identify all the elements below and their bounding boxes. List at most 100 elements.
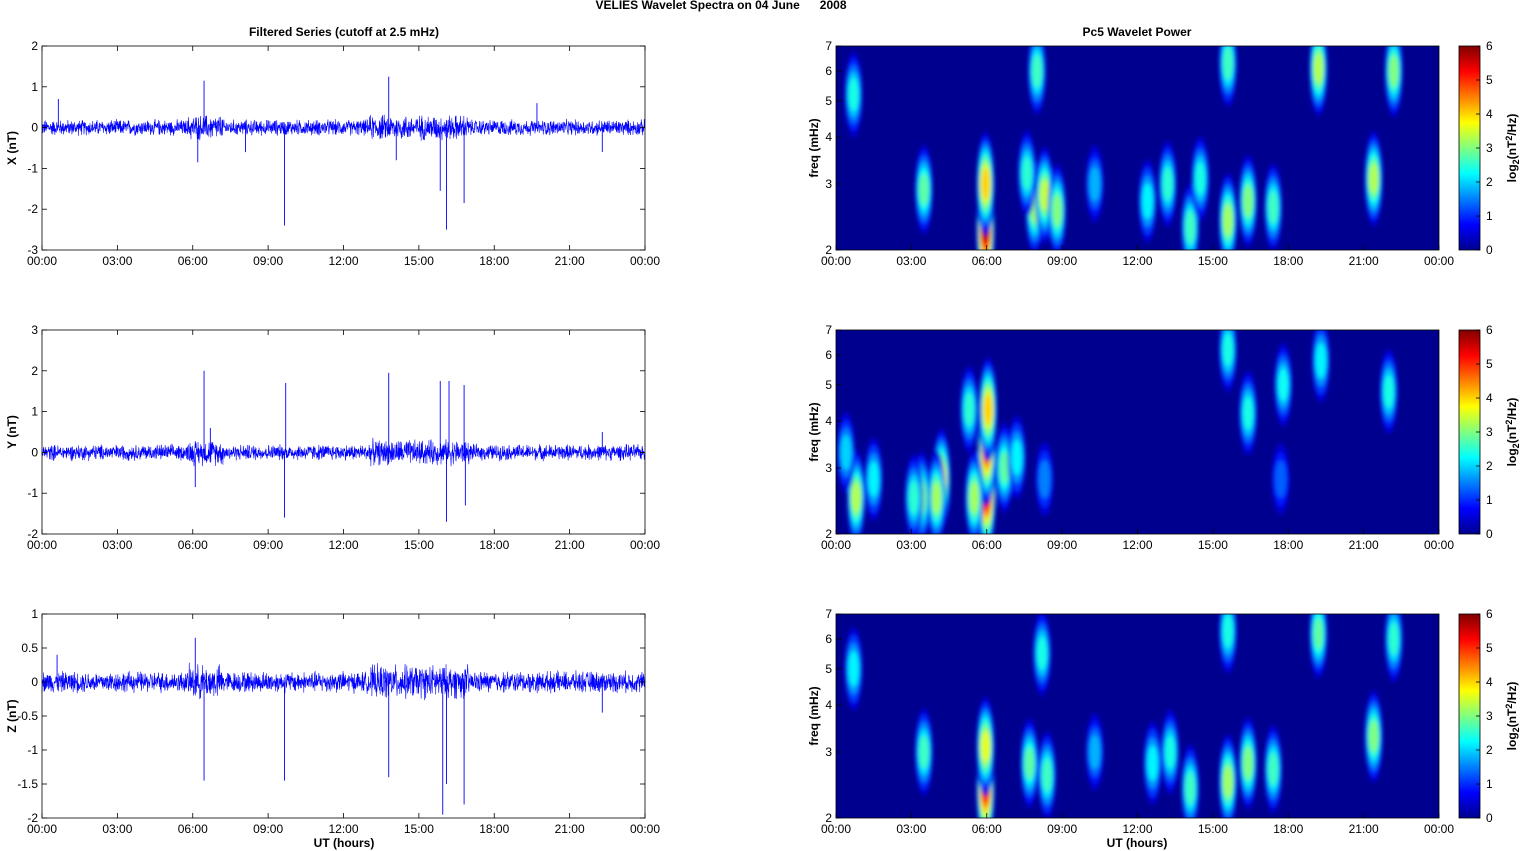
y-tick-label-4: 3 <box>825 745 832 759</box>
heatmap-blob-14 <box>1038 460 1051 499</box>
heatmap-blob-2 <box>918 735 929 769</box>
x-tick-label-0: 00:00 <box>821 822 851 836</box>
colorbar-tick-label-6: 0 <box>1486 811 1493 825</box>
y-axis-label: freq (mHz) <box>807 402 821 461</box>
x-tick-label-2: 06:00 <box>178 822 208 836</box>
heatmap-blob-3 <box>1024 747 1035 780</box>
y-tick-label-1: 6 <box>825 632 832 646</box>
x-tick-label-5: 15:00 <box>1198 254 1228 268</box>
y-tick-label-3: 4 <box>825 698 832 712</box>
x-tick-label-4: 12:00 <box>1122 538 1152 552</box>
x-tick-label-0: 00:00 <box>27 254 57 268</box>
colorbar-label: log2(nT2/Hz) <box>1504 398 1521 467</box>
heatmap-blob-16 <box>1313 53 1324 84</box>
heatmap-blob-13 <box>1223 204 1233 237</box>
x-tick-label-7: 21:00 <box>1349 822 1379 836</box>
y-axis-label: freq (mHz) <box>807 118 821 177</box>
heatmap-blob-16 <box>1243 396 1254 430</box>
x-tick-label-3: 09:00 <box>253 254 283 268</box>
heatmap-blob-12 <box>1268 752 1279 786</box>
spectrogram-panel-1: 7 6 5 4 3 2 freq (mHz) 6 5 4 3 2 1 0 log2(nT2/Hz) 00:00… <box>807 323 1521 552</box>
heatmap-blob-2 <box>983 394 993 425</box>
y-tick-label-1: 6 <box>825 348 832 362</box>
heatmap-blob-15 <box>1222 333 1233 367</box>
heatmap-blob-13 <box>1011 439 1023 476</box>
heatmap-blob-11 <box>840 434 852 470</box>
colorbar-tick-label-4: 2 <box>1486 459 1493 473</box>
x-axis-label-right: UT (hours) <box>1107 836 1168 850</box>
x-tick-label-1: 03:00 <box>102 254 132 268</box>
heatmap-blob-10 <box>1162 167 1173 201</box>
x-tick-label-6: 18:00 <box>1273 822 1303 836</box>
x-tick-label-6: 18:00 <box>479 538 509 552</box>
y-tick-label-1: 1 <box>31 80 38 94</box>
x-tick-label-4: 12:00 <box>328 822 358 836</box>
colorbar-tick-label-0: 6 <box>1486 607 1493 621</box>
x-tick-label-3: 09:00 <box>1047 822 1077 836</box>
x-axis-label-left: UT (hours) <box>314 836 375 850</box>
x-tick-label-8: 00:00 <box>1424 254 1454 268</box>
heatmap-blob-1 <box>980 730 991 763</box>
heatmap-blob-9 <box>1142 183 1153 219</box>
y-axis-label: freq (mHz) <box>807 686 821 745</box>
colorbar-tick-label-1: 5 <box>1486 73 1493 87</box>
left-column-title: Filtered Series (cutoff at 2.5 mHz) <box>249 25 439 39</box>
heatmap-blob-4 <box>964 392 975 426</box>
x-tick-label-3: 09:00 <box>253 538 283 552</box>
y-tick-label-0: 7 <box>825 607 832 621</box>
heatmap-blob-18 <box>1315 342 1327 379</box>
x-tick-label-4: 12:00 <box>328 538 358 552</box>
y-tick-label-0: 3 <box>31 323 38 337</box>
series-panel-2: 1 0.5 0 -0.5 -1 -1.5 -2 Z (nT) 00:00 03:00 06:00 09… <box>5 607 660 836</box>
y-tick-label-0: 7 <box>825 39 832 53</box>
x-tick-label-5: 15:00 <box>404 538 434 552</box>
x-tick-label-0: 00:00 <box>27 538 57 552</box>
y-tick-label-1: 0.5 <box>21 641 38 655</box>
colorbar-label: log2(nT2/Hz) <box>1504 682 1521 751</box>
colorbar-tick-label-2: 4 <box>1486 107 1493 121</box>
colorbar-tick-label-1: 5 <box>1486 641 1493 655</box>
y-tick-label-1: 2 <box>31 364 38 378</box>
x-tick-label-7: 21:00 <box>555 822 585 836</box>
figure-title: VELIES Wavelet Spectra on 04 June 2008 <box>596 0 847 12</box>
colorbar-tick-label-3: 3 <box>1486 425 1493 439</box>
colorbar-tick-label-0: 6 <box>1486 39 1493 53</box>
x-tick-label-1: 03:00 <box>896 538 926 552</box>
heatmap-blob-12 <box>999 452 1010 484</box>
heatmap-blob-5 <box>1037 636 1048 670</box>
heatmap-blob-19 <box>1383 374 1394 408</box>
y-tick-label-4: 3 <box>825 461 832 475</box>
colorbar-tick-label-0: 6 <box>1486 323 1493 337</box>
heatmap-blob-9 <box>851 482 861 514</box>
y-tick-label-4: -1 <box>27 743 38 757</box>
x-tick-label-1: 03:00 <box>896 822 926 836</box>
heatmap-cells <box>837 330 1398 534</box>
x-tick-label-3: 09:00 <box>1047 538 1077 552</box>
y-tick-label-3: 4 <box>825 130 832 144</box>
x-tick-label-5: 15:00 <box>1198 538 1228 552</box>
heatmap-blob-14 <box>1243 185 1253 218</box>
x-tick-label-7: 21:00 <box>555 538 585 552</box>
x-tick-label-5: 15:00 <box>404 822 434 836</box>
y-tick-label-0: 7 <box>825 323 832 337</box>
colorbar-tick-label-4: 2 <box>1486 743 1493 757</box>
x-tick-label-8: 00:00 <box>630 538 660 552</box>
x-tick-label-6: 18:00 <box>1273 254 1303 268</box>
plot-area <box>42 614 645 818</box>
y-tick-label-3: -0.5 <box>17 709 38 723</box>
heatmap-blob-15 <box>1268 190 1279 224</box>
spectrogram-panel-0: 7 6 5 4 3 2 freq (mHz) 6 5 4 3 2 1 0 log2(nT2/Hz) 00:00… <box>807 39 1521 268</box>
x-tick-label-6: 18:00 <box>1273 538 1303 552</box>
heatmap-background <box>836 614 1439 818</box>
heatmap-blob-5 <box>1052 194 1062 227</box>
colorbar-tick-label-2: 4 <box>1486 675 1493 689</box>
heatmap-blob-18 <box>1388 55 1399 88</box>
x-tick-label-2: 06:00 <box>972 822 1002 836</box>
x-tick-label-8: 00:00 <box>630 822 660 836</box>
x-tick-label-0: 00:00 <box>821 538 851 552</box>
heatmap-blob-2 <box>919 173 929 206</box>
series-line <box>41 437 646 467</box>
heatmap-blob-17 <box>1368 163 1379 195</box>
y-tick-label-2: 5 <box>825 662 832 676</box>
